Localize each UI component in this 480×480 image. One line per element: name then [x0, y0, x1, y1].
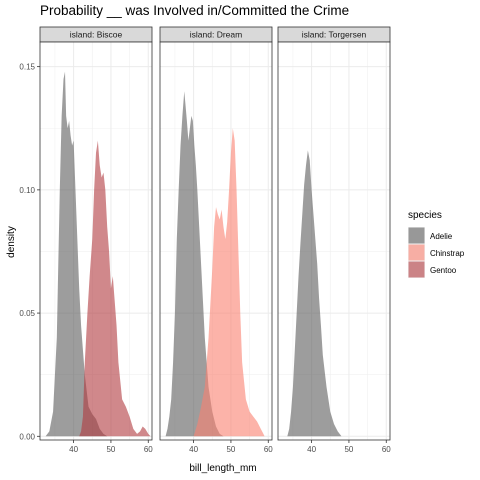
legend-swatch	[408, 261, 425, 278]
legend-label: Gentoo	[430, 266, 457, 275]
x-tick-label: 40	[189, 445, 198, 454]
density-area-chinstrap	[193, 128, 265, 437]
facet-island-torgersen: island: Torgersen	[277, 26, 391, 441]
legend-title: species	[408, 210, 442, 221]
x-tick-label: 40	[307, 445, 316, 454]
x-tick-label: 50	[106, 445, 115, 454]
legend-item-gentoo: Gentoo	[408, 261, 457, 278]
x-tick-label: 40	[69, 445, 78, 454]
panel-border	[277, 41, 391, 441]
x-tick-label: 50	[344, 445, 353, 454]
facet-strip-label: island: Biscoe	[70, 30, 123, 40]
y-tick-label: 0.10	[19, 186, 35, 195]
legend: species Adelie Chinstrap Gentoo	[408, 210, 465, 278]
legend-label: Adelie	[430, 232, 453, 241]
y-tick-label: 0.15	[19, 63, 35, 72]
chart-title: Probability __ was Involved in/Committed…	[40, 3, 349, 18]
legend-item-chinstrap: Chinstrap	[408, 244, 465, 261]
x-tick-label: 60	[382, 445, 391, 454]
y-tick-label: 0.00	[19, 432, 35, 441]
density-area-adelie	[165, 91, 224, 437]
x-axis-title: bill_length_mm	[189, 463, 256, 474]
panel-border	[159, 41, 273, 441]
facet-strip-label: island: Dream	[190, 30, 242, 40]
legend-item-adelie: Adelie	[408, 227, 453, 244]
facet-strip-label: island: Torgersen	[302, 30, 367, 40]
facet-island-biscoe: island: Biscoe	[39, 26, 153, 441]
x-tick-label: 60	[264, 445, 273, 454]
density-area-adelie	[45, 71, 108, 437]
density-area-adelie	[287, 150, 342, 437]
panel-border	[39, 41, 153, 441]
x-tick-label: 60	[144, 445, 153, 454]
y-axis-title: density	[6, 226, 17, 258]
legend-label: Chinstrap	[430, 249, 465, 258]
facet-panels: island: Biscoe island: Dream island: Torge…	[39, 26, 391, 441]
x-axes: 40 50 60 40 50 60 40 50 60	[69, 440, 391, 454]
facet-island-dream: island: Dream	[159, 26, 273, 441]
y-tick-label: 0.05	[19, 309, 35, 318]
y-axis: 0.00 0.05 0.10 0.15	[19, 63, 40, 441]
x-tick-label: 50	[226, 445, 235, 454]
legend-swatch	[408, 227, 425, 244]
legend-swatch	[408, 244, 425, 261]
density-area-gentoo	[79, 140, 151, 437]
